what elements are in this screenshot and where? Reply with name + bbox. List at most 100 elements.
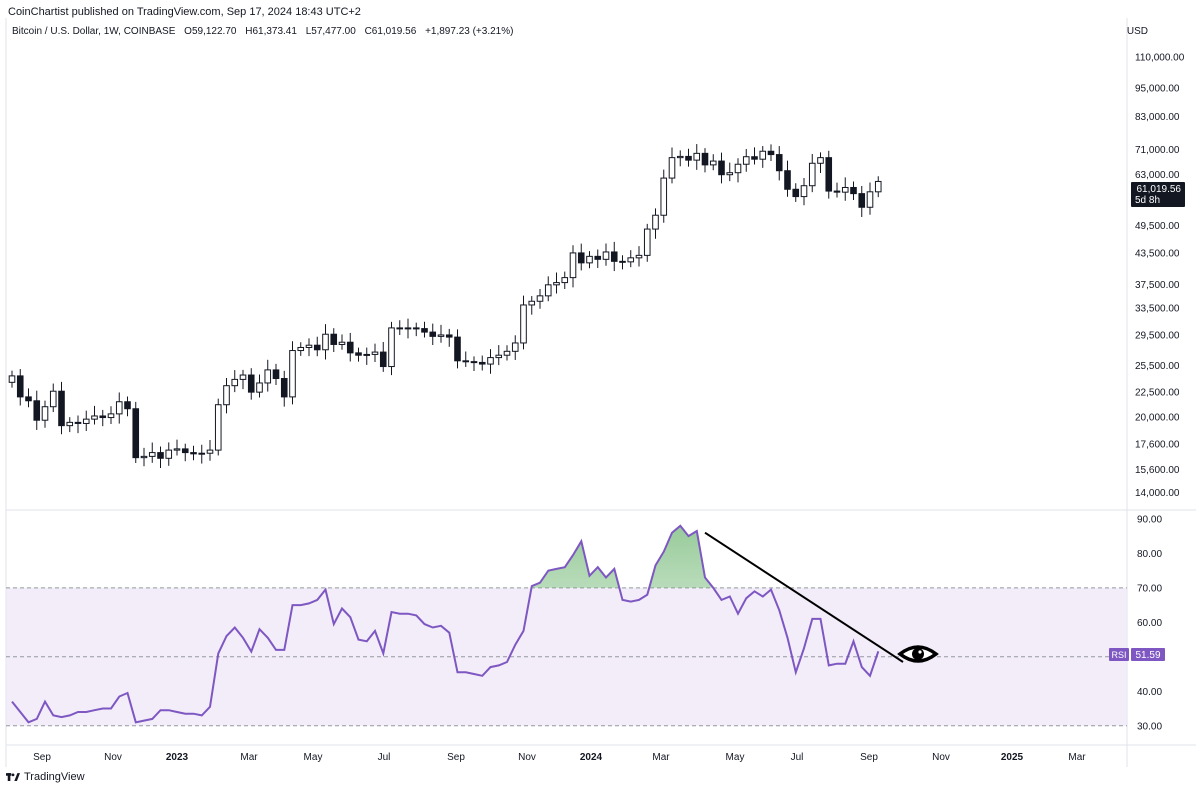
candle-down bbox=[330, 333, 338, 345]
time-tick-label: 2025 bbox=[1001, 752, 1024, 763]
candle-down bbox=[470, 361, 478, 364]
candle-up bbox=[660, 177, 668, 216]
rsi-overbought-fill bbox=[531, 525, 714, 588]
candle-up bbox=[511, 342, 519, 352]
time-axis: Sep Nov 2023 Mar May Jul Sep Nov 2024 Mar May Jul Se… bbox=[33, 752, 1086, 763]
rsi-tick-label: 90.00 bbox=[1137, 514, 1162, 525]
time-tick-label: May bbox=[304, 752, 323, 763]
candle-down bbox=[355, 352, 362, 356]
price-tick-label: 63,000.00 bbox=[1135, 170, 1180, 181]
candle-up bbox=[206, 449, 214, 454]
candle-up bbox=[198, 452, 206, 455]
time-tick-label: Mar bbox=[1068, 752, 1086, 763]
candle-down bbox=[445, 334, 453, 338]
candle-up bbox=[41, 406, 49, 421]
candle-up bbox=[404, 327, 412, 330]
candle-up bbox=[693, 152, 701, 161]
candle-down bbox=[478, 361, 486, 365]
tradingview-logo-icon bbox=[6, 772, 20, 781]
change-value: +1,897.23 (+3.21%) bbox=[425, 26, 514, 37]
rsi-tick-label: 70.00 bbox=[1137, 583, 1162, 594]
candle-up bbox=[256, 382, 263, 393]
symbol-ohlc-row: Bitcoin / U.S. Dollar, 1W, COINBASE O59,… bbox=[12, 26, 519, 37]
candle-down bbox=[313, 344, 321, 351]
candle-up bbox=[495, 354, 503, 359]
candle-up bbox=[553, 282, 560, 286]
candle-up bbox=[668, 157, 676, 179]
candle-down bbox=[58, 390, 65, 427]
price-tick-label: 33,500.00 bbox=[1135, 304, 1180, 315]
candle-down bbox=[247, 374, 255, 393]
candle-down bbox=[751, 156, 758, 160]
candle-down bbox=[421, 328, 428, 333]
candle-up bbox=[800, 185, 808, 198]
candle-down bbox=[619, 260, 626, 263]
candle-down bbox=[792, 188, 800, 198]
candle-up bbox=[808, 162, 816, 187]
time-tick-label: Jul bbox=[791, 752, 804, 763]
candle-down bbox=[454, 336, 461, 362]
candle-up bbox=[388, 327, 395, 368]
high-value: H61,373.41 bbox=[245, 26, 297, 37]
price-tick-label: 49,500.00 bbox=[1135, 221, 1180, 232]
candle-up bbox=[759, 150, 767, 160]
close-value: C61,019.56 bbox=[364, 26, 417, 37]
candle-down bbox=[825, 157, 833, 192]
candle-up bbox=[66, 421, 74, 427]
candle-up bbox=[437, 334, 445, 337]
candle-down bbox=[412, 327, 420, 330]
candle-down bbox=[346, 341, 354, 354]
candle-up bbox=[91, 415, 98, 420]
candle-up bbox=[49, 390, 57, 408]
candle-down bbox=[33, 400, 41, 421]
price-tick-label: 71,000.00 bbox=[1135, 145, 1180, 156]
candle-up bbox=[322, 333, 329, 351]
candle-down bbox=[379, 351, 387, 368]
price-tick-label: 95,000.00 bbox=[1135, 83, 1180, 94]
symbol-title: Bitcoin / U.S. Dollar, 1W, COINBASE bbox=[12, 26, 176, 37]
time-tick-label: 2023 bbox=[166, 752, 189, 763]
candle-up bbox=[742, 156, 750, 165]
candle-down bbox=[272, 369, 280, 380]
price-tick-label: 43,500.00 bbox=[1135, 248, 1180, 259]
candle-up bbox=[734, 163, 742, 174]
rsi-trendline bbox=[704, 531, 904, 663]
time-tick-label: Mar bbox=[240, 752, 258, 763]
candle-down bbox=[181, 448, 189, 454]
candle-up bbox=[107, 413, 115, 419]
candle-up bbox=[709, 160, 717, 166]
candles bbox=[8, 144, 882, 469]
price-tick-label: 29,500.00 bbox=[1135, 330, 1180, 341]
price-badge-countdown: 5d 8h bbox=[1135, 195, 1160, 206]
candle-down bbox=[718, 160, 725, 176]
currency-label: USD bbox=[1126, 26, 1148, 37]
rsi-badge-value: 51.59 bbox=[1135, 650, 1160, 661]
candle-up bbox=[8, 375, 16, 383]
price-tick-label: 15,600.00 bbox=[1135, 465, 1180, 476]
candle-down bbox=[132, 408, 140, 459]
time-tick-label: Nov bbox=[104, 752, 122, 763]
candle-down bbox=[685, 155, 692, 161]
candle-up bbox=[520, 304, 527, 344]
candle-up bbox=[503, 350, 511, 356]
low-value: L57,477.00 bbox=[305, 26, 356, 37]
candle-up bbox=[305, 344, 313, 348]
candle-up bbox=[239, 374, 247, 380]
candle-down bbox=[701, 152, 709, 166]
candle-up bbox=[297, 346, 305, 352]
candle-up bbox=[602, 251, 610, 260]
candle-up bbox=[223, 385, 230, 406]
rsi-tick-label: 30.00 bbox=[1137, 721, 1162, 732]
candle-down bbox=[190, 452, 197, 455]
candle-up bbox=[115, 401, 123, 415]
rsi-badge: RSI 51.59 bbox=[1109, 648, 1165, 661]
price-badge-value: 61,019.56 bbox=[1137, 184, 1182, 195]
tradingview-brand: TradingView bbox=[24, 771, 85, 783]
candle-down bbox=[462, 360, 470, 363]
candle-up bbox=[528, 300, 536, 306]
rsi-badge-label: RSI bbox=[1111, 650, 1126, 660]
candle-down bbox=[99, 415, 107, 419]
candle-up bbox=[140, 455, 148, 459]
